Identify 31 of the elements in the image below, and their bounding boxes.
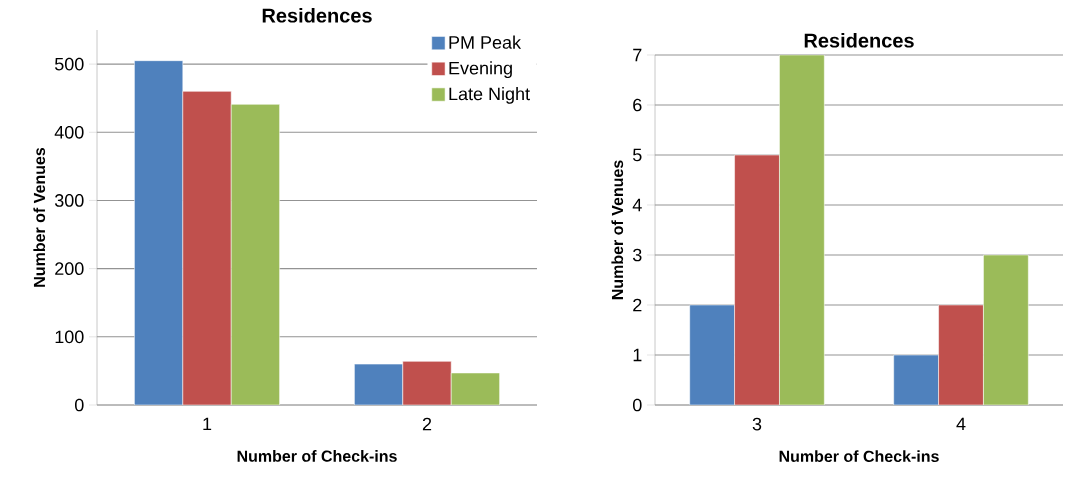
bar (734, 154, 780, 405)
y-tick-label: 4 (632, 198, 642, 212)
x-tick-label: 3 (752, 417, 762, 431)
y-axis-title: Number of Venues (611, 160, 624, 300)
chart-title: Residences (804, 32, 914, 48)
legend-label: Late Night (449, 87, 530, 104)
x-tick-label: 4 (956, 417, 966, 431)
y-tick-label: 200 (55, 262, 84, 275)
y-tick-label: 6 (633, 98, 642, 112)
bar (938, 304, 984, 405)
x-axis-title: Number of Check-ins (779, 450, 939, 463)
x-tick-label: 2 (422, 417, 432, 431)
y-tick-label: 100 (55, 330, 84, 344)
y-axis-title: Number of Venues (33, 147, 46, 287)
x-tick-label: 1 (203, 417, 212, 431)
bar (134, 60, 184, 405)
y-tick-label: 0 (633, 398, 642, 412)
y-tick-label: 7 (633, 48, 642, 62)
y-tick-label: 5 (633, 148, 642, 162)
y-tick-label: 300 (54, 194, 84, 207)
y-tick-label: 500 (54, 57, 84, 71)
y-tick-label: 0 (74, 398, 84, 412)
y-tick-label: 3 (632, 248, 642, 262)
bar (354, 363, 404, 405)
legend-label: PM Peak (449, 35, 522, 49)
x-axis-title: Number of Check-ins (237, 450, 397, 462)
legend-label: Evening (449, 61, 512, 79)
y-tick-label: 2 (633, 298, 642, 312)
chart-title: Residences (262, 7, 372, 23)
y-tick-label: 400 (54, 125, 84, 139)
y-tick-label: 1 (633, 348, 642, 362)
